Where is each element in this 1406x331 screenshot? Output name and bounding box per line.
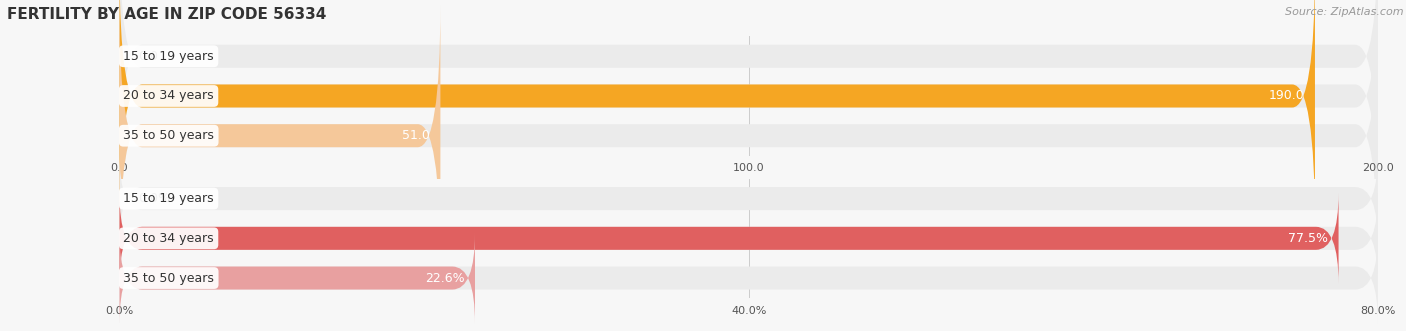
Text: 20 to 34 years: 20 to 34 years: [124, 89, 214, 103]
Text: 0.0%: 0.0%: [138, 192, 170, 205]
Text: 51.0: 51.0: [402, 129, 430, 142]
Text: 35 to 50 years: 35 to 50 years: [124, 271, 214, 285]
Text: 15 to 19 years: 15 to 19 years: [124, 50, 214, 63]
Text: Source: ZipAtlas.com: Source: ZipAtlas.com: [1285, 7, 1403, 17]
FancyBboxPatch shape: [120, 232, 475, 324]
Text: 15 to 19 years: 15 to 19 years: [124, 192, 214, 205]
FancyBboxPatch shape: [120, 0, 1378, 188]
FancyBboxPatch shape: [120, 193, 1339, 284]
FancyBboxPatch shape: [120, 153, 1378, 244]
Text: 0.0: 0.0: [138, 50, 159, 63]
FancyBboxPatch shape: [120, 0, 1378, 227]
FancyBboxPatch shape: [120, 232, 1378, 324]
Text: FERTILITY BY AGE IN ZIP CODE 56334: FERTILITY BY AGE IN ZIP CODE 56334: [7, 7, 326, 22]
Text: 35 to 50 years: 35 to 50 years: [124, 129, 214, 142]
FancyBboxPatch shape: [120, 193, 1378, 284]
Text: 77.5%: 77.5%: [1288, 232, 1329, 245]
Text: 20 to 34 years: 20 to 34 years: [124, 232, 214, 245]
FancyBboxPatch shape: [120, 4, 1378, 267]
FancyBboxPatch shape: [120, 4, 440, 267]
Text: 190.0: 190.0: [1270, 89, 1305, 103]
FancyBboxPatch shape: [120, 0, 1315, 227]
Text: 22.6%: 22.6%: [425, 271, 465, 285]
